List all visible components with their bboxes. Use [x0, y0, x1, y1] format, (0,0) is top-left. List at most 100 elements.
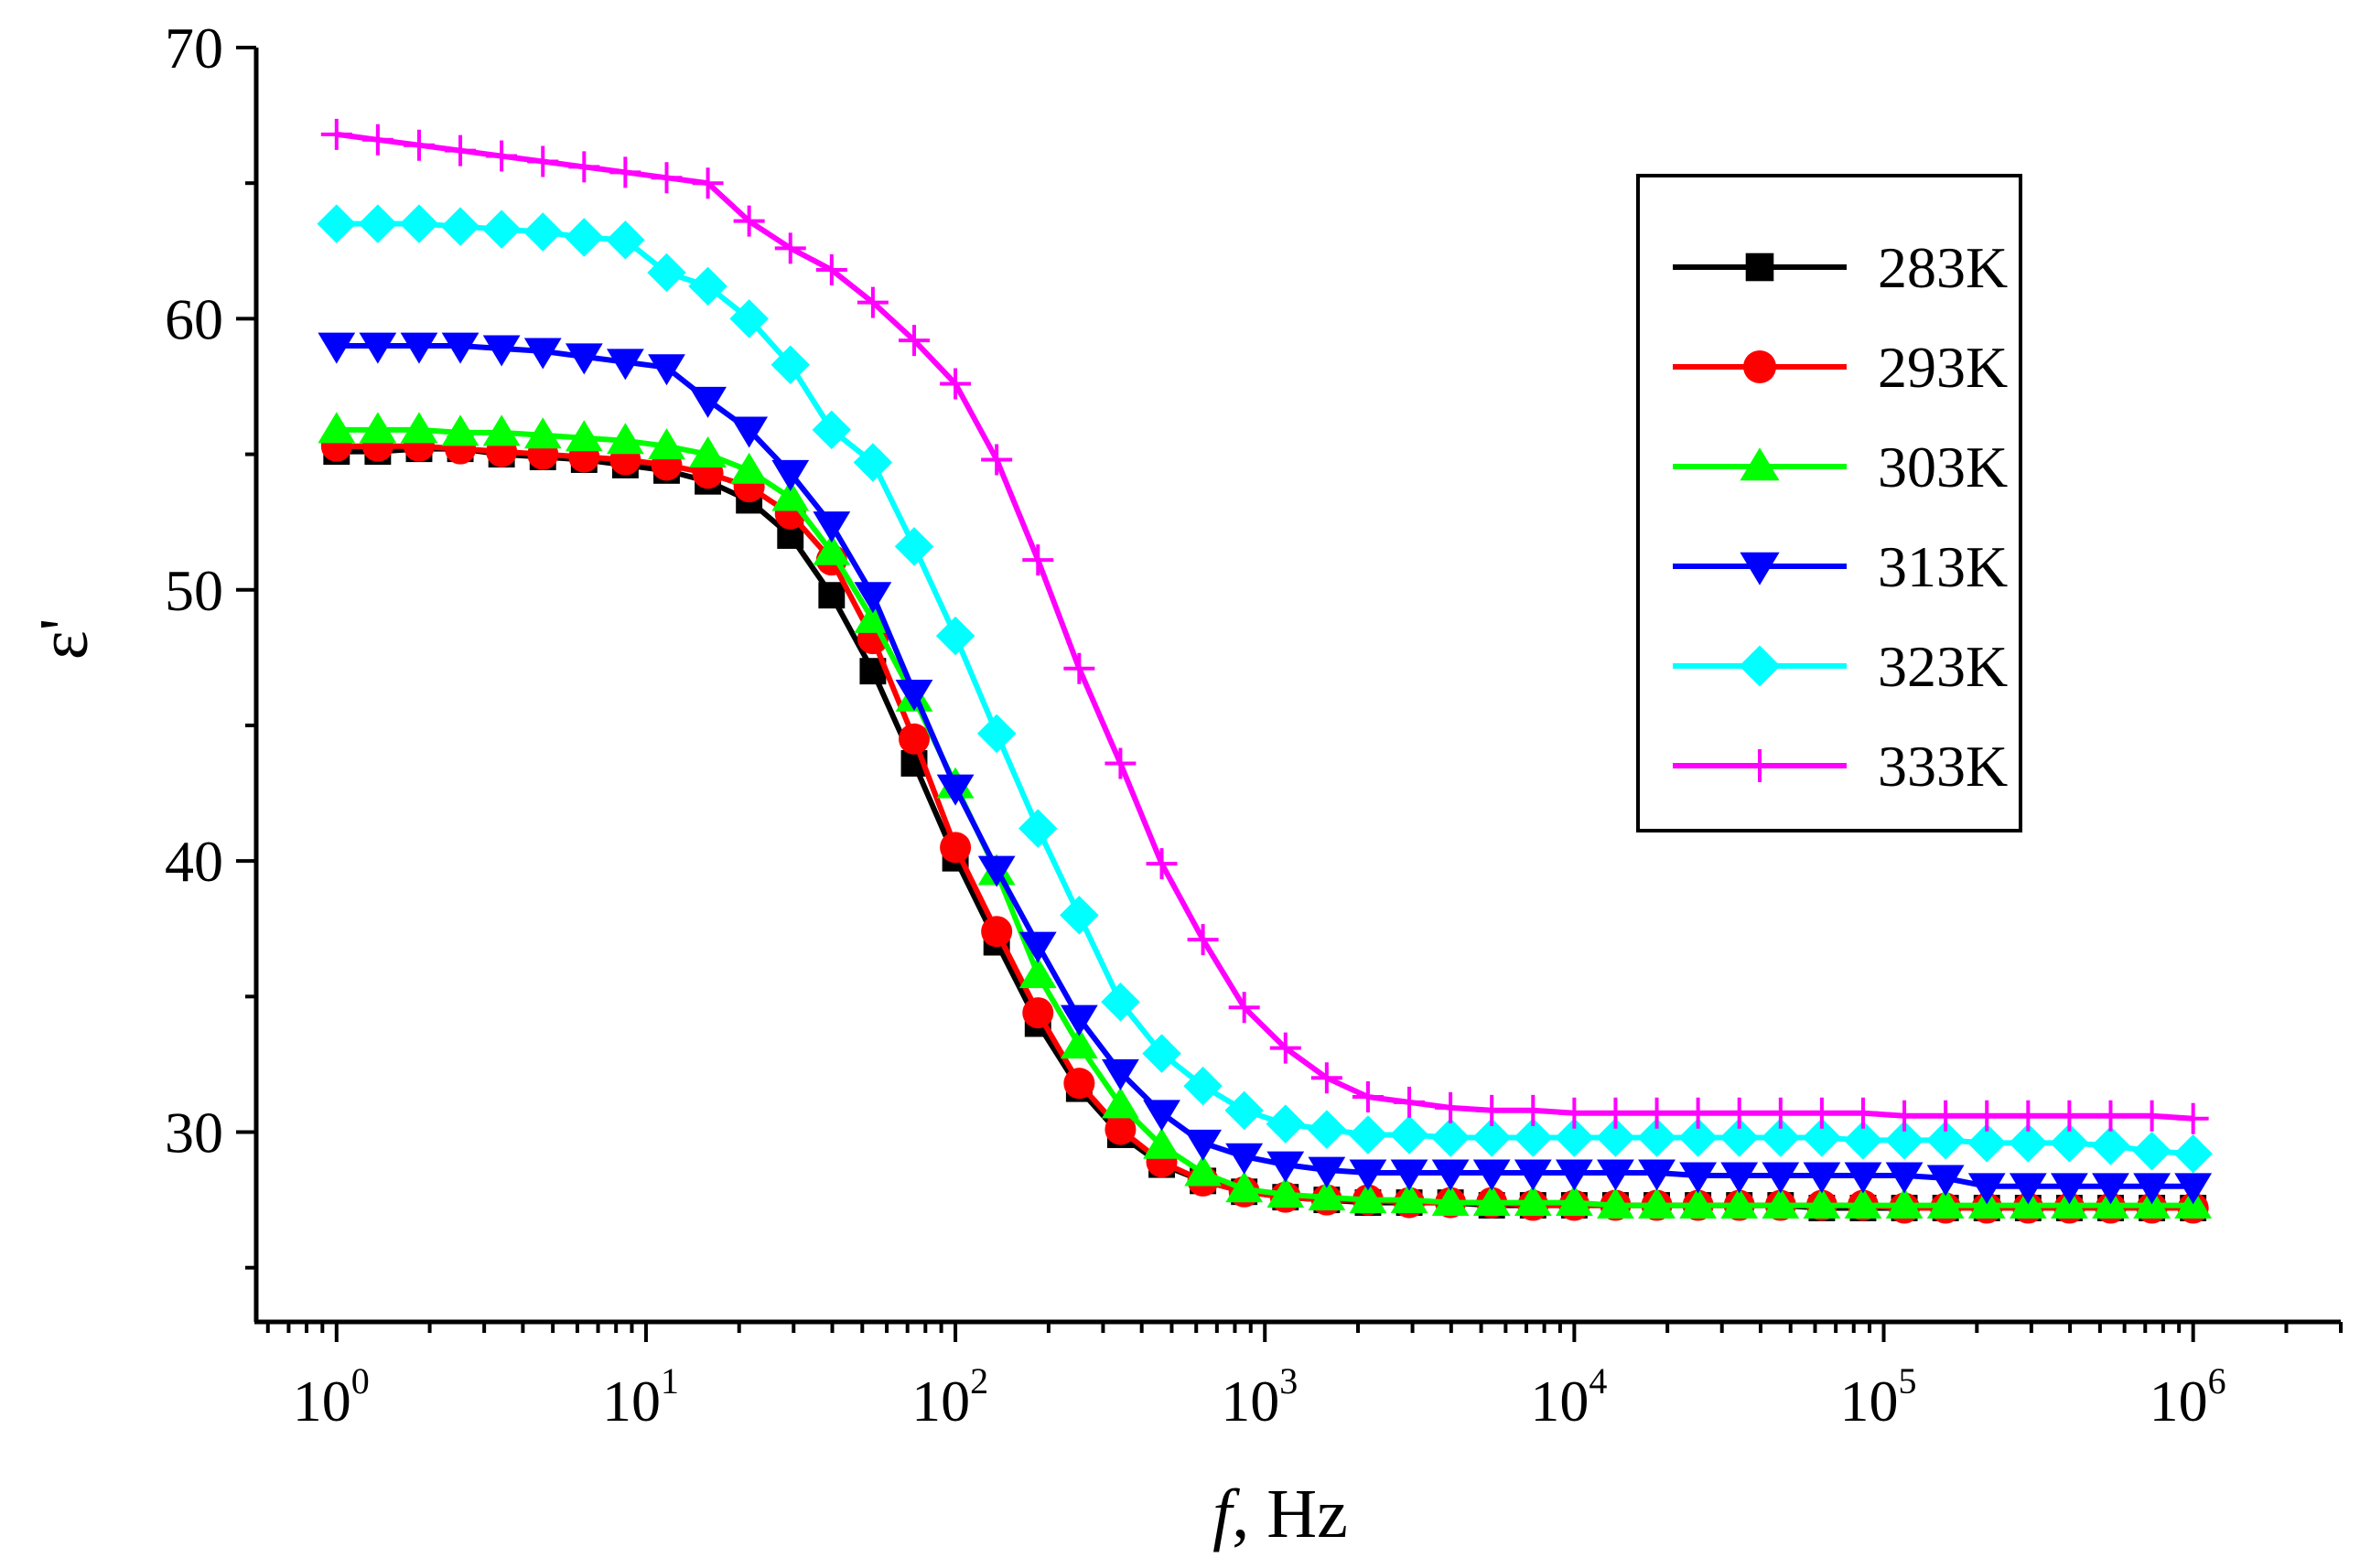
x-tick-label: 103 [1221, 1360, 1298, 1434]
data-point [1266, 1176, 1305, 1208]
data-point [1847, 1097, 1879, 1129]
data-point [2012, 1100, 2044, 1132]
data-point [1802, 1118, 1842, 1157]
data-point [1146, 848, 1178, 880]
data-point [1967, 1123, 2007, 1163]
data-point [1431, 1185, 1470, 1217]
data-point [813, 533, 851, 565]
data-point [1971, 1100, 2003, 1132]
data-point [857, 286, 889, 318]
x-tick-label: 105 [1840, 1360, 1917, 1434]
data-point [1638, 1187, 1676, 1219]
data-point [359, 332, 397, 364]
data-point [440, 207, 480, 246]
data-point [899, 325, 931, 357]
data-point [981, 916, 1013, 948]
data-point [1641, 1097, 1673, 1129]
data-point [441, 414, 480, 446]
data-point [813, 511, 851, 543]
data-point [771, 459, 810, 491]
data-point [359, 412, 397, 444]
series-303K [318, 412, 2213, 1219]
data-point [1225, 1143, 1264, 1175]
data-point [648, 354, 685, 386]
x-tick-label: 102 [911, 1360, 988, 1434]
data-point [1105, 1113, 1137, 1145]
data-point [1307, 1110, 1347, 1149]
data-point [2009, 1173, 2047, 1205]
data-point [1022, 997, 1054, 1029]
data-point [2133, 1173, 2171, 1205]
data-point [977, 855, 1016, 887]
x-tick-label-base: 10 [1840, 1369, 1899, 1434]
data-point [688, 266, 727, 306]
legend-label: 303K [1878, 435, 2008, 499]
x-tick-label-exponent: 1 [661, 1360, 679, 1402]
x-tick-label-base: 10 [1221, 1369, 1279, 1434]
series-layer [317, 118, 2213, 1224]
data-point [2174, 1173, 2213, 1205]
data-point [1514, 1118, 1553, 1157]
data-point [486, 140, 518, 172]
data-point [1843, 1121, 1883, 1160]
data-point [2173, 1133, 2213, 1174]
x-tick-label-base: 10 [1530, 1369, 1589, 1434]
data-point [1228, 992, 1260, 1024]
data-point [1390, 1182, 1428, 1214]
data-point [976, 714, 1017, 754]
y-tick-label: 30 [165, 1101, 223, 1165]
data-point [812, 410, 852, 450]
data-point [1143, 1127, 1180, 1159]
data-point [1597, 1159, 1634, 1191]
data-point [647, 252, 686, 293]
data-point [895, 679, 933, 711]
data-point [1310, 1062, 1342, 1094]
data-point [399, 204, 439, 243]
data-point [1517, 1094, 1549, 1126]
data-point [2091, 1126, 2130, 1165]
data-point [935, 616, 975, 656]
x-tick-label-exponent: 4 [1589, 1360, 1607, 1402]
data-point [1719, 1118, 1759, 1157]
data-point [1143, 1100, 1180, 1132]
x-tick-label-exponent: 0 [351, 1360, 370, 1402]
data-point [2053, 1100, 2085, 1132]
data-point [1225, 1171, 1264, 1203]
series-333K [320, 118, 2209, 1134]
axes-layer [236, 46, 2343, 1342]
series-line [336, 220, 2193, 1157]
data-point [1720, 1162, 1759, 1194]
data-point [692, 167, 724, 199]
data-point [1844, 1162, 1882, 1194]
series-line [336, 426, 2193, 1208]
data-point [1678, 1118, 1718, 1157]
data-point [1184, 1155, 1223, 1187]
data-point [1349, 1182, 1387, 1214]
x-tick-label-base: 10 [2150, 1369, 2208, 1434]
data-point [1224, 1090, 1264, 1131]
x-tick-label-exponent: 2 [970, 1360, 988, 1402]
data-point [1723, 1097, 1755, 1129]
data-point [981, 444, 1013, 476]
data-point [1930, 1100, 1962, 1132]
data-point [606, 349, 644, 381]
data-point [361, 124, 393, 156]
data-point [1472, 1185, 1511, 1217]
y-axis-title: ε' [26, 618, 102, 660]
data-point [730, 452, 769, 484]
data-point [481, 209, 522, 249]
data-point [1803, 1162, 1841, 1194]
data-point [1762, 1162, 1800, 1194]
data-point [1142, 1034, 1181, 1073]
legend-item-323K: 323K [1673, 634, 2008, 699]
data-point [1266, 1151, 1305, 1183]
data-point [1471, 1118, 1512, 1157]
data-point [1761, 1118, 1801, 1157]
data-point [1555, 1185, 1593, 1217]
legend-label: 293K [1878, 335, 2008, 400]
data-point [1844, 1187, 1882, 1219]
data-point [854, 582, 892, 614]
data-point [1638, 1159, 1676, 1191]
